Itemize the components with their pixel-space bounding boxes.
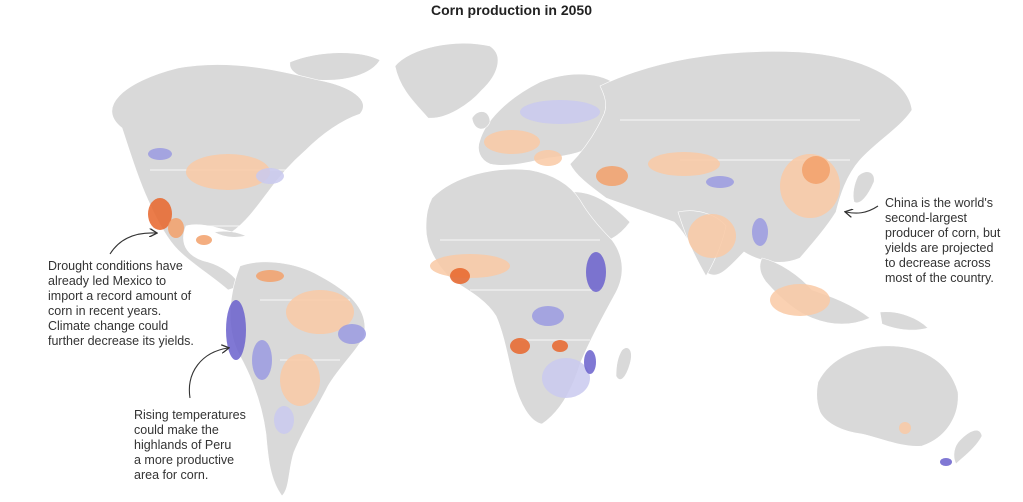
annotation-china: China is the world's second-largest produc… bbox=[885, 196, 1000, 286]
annotation-line: most of the country. bbox=[885, 271, 994, 285]
british-isles bbox=[471, 111, 491, 130]
mexico-arrow bbox=[109, 233, 156, 255]
mozambique-increase bbox=[584, 350, 596, 374]
annotation-line: second-largest bbox=[885, 211, 967, 225]
mexico-decrease bbox=[148, 198, 172, 230]
madagascar bbox=[615, 347, 632, 380]
middle-east-decrease bbox=[596, 166, 628, 186]
australia-decrease bbox=[899, 422, 911, 434]
australia bbox=[816, 345, 959, 447]
central-america-decrease bbox=[196, 235, 212, 245]
annotation-line: China is the world's bbox=[885, 196, 993, 210]
brazil-decrease bbox=[286, 290, 354, 334]
map-title: Corn production in 2050 bbox=[430, 2, 592, 18]
russia-increase bbox=[520, 100, 600, 124]
india-decrease bbox=[688, 214, 736, 258]
annotation-line: already led Mexico to bbox=[48, 274, 167, 288]
annotation-line: Rising temperatures bbox=[134, 408, 246, 422]
annotation-line: Drought conditions have bbox=[48, 259, 183, 273]
andes-increase bbox=[252, 340, 272, 380]
annotation-arrows bbox=[109, 205, 879, 399]
annotation-line: highlands of Peru bbox=[134, 438, 232, 452]
balkans-decrease bbox=[534, 150, 562, 166]
peru-increase bbox=[226, 300, 246, 360]
nigeria-decrease bbox=[450, 268, 470, 284]
annotation-line: corn in recent years. bbox=[48, 304, 162, 318]
annotation-line: could make the bbox=[134, 423, 219, 437]
us-cornbelt-decrease bbox=[186, 154, 270, 190]
china-arrow bbox=[846, 205, 879, 213]
annotation-mexico: Drought conditions have already led Mexic… bbox=[48, 259, 194, 349]
annotation-line: import a record amount of bbox=[48, 289, 192, 303]
east-africa-increase bbox=[586, 252, 606, 292]
new-guinea bbox=[879, 311, 929, 331]
annotation-line: yields are projected bbox=[885, 241, 994, 255]
congo-increase bbox=[532, 306, 564, 326]
annotation-line: further decrease its yields. bbox=[48, 334, 194, 348]
southern-cone-decrease bbox=[280, 354, 320, 406]
peru-arrow bbox=[188, 348, 228, 399]
annotation-line: area for corn. bbox=[134, 468, 209, 482]
new-zealand bbox=[953, 429, 983, 465]
annotation-line: Climate change could bbox=[48, 319, 169, 333]
increase-regions bbox=[148, 100, 952, 466]
europe-decrease bbox=[484, 130, 540, 154]
mexico-decrease-2 bbox=[168, 218, 184, 238]
new-zealand-increase bbox=[940, 458, 952, 466]
west-africa-decrease bbox=[430, 254, 510, 278]
us-northeast-increase bbox=[256, 168, 284, 184]
canada-increase bbox=[148, 148, 172, 160]
annotation-peru: Rising temperatures could make the highlan… bbox=[134, 408, 246, 483]
south-brazil-increase bbox=[338, 324, 366, 344]
venezuela-decrease bbox=[256, 270, 284, 282]
southern-africa-increase bbox=[542, 358, 590, 398]
japan bbox=[852, 171, 875, 204]
patagonia-increase bbox=[274, 406, 294, 434]
zambia-decrease bbox=[552, 340, 568, 352]
annotation-line: a more productive bbox=[134, 453, 235, 467]
central-asia-increase bbox=[706, 176, 734, 188]
asia bbox=[569, 51, 913, 276]
china-decrease-core bbox=[802, 156, 830, 184]
central-asia-decrease bbox=[648, 152, 720, 176]
central-africa-decrease bbox=[510, 338, 530, 354]
himalaya-increase bbox=[752, 218, 768, 246]
decrease-regions bbox=[148, 130, 911, 434]
caribbean bbox=[213, 230, 247, 238]
annotation-line: to decrease across bbox=[885, 256, 991, 270]
greenland bbox=[394, 42, 499, 119]
southeast-asia-decrease bbox=[770, 284, 830, 316]
annotation-line: producer of corn, but bbox=[885, 226, 1001, 240]
